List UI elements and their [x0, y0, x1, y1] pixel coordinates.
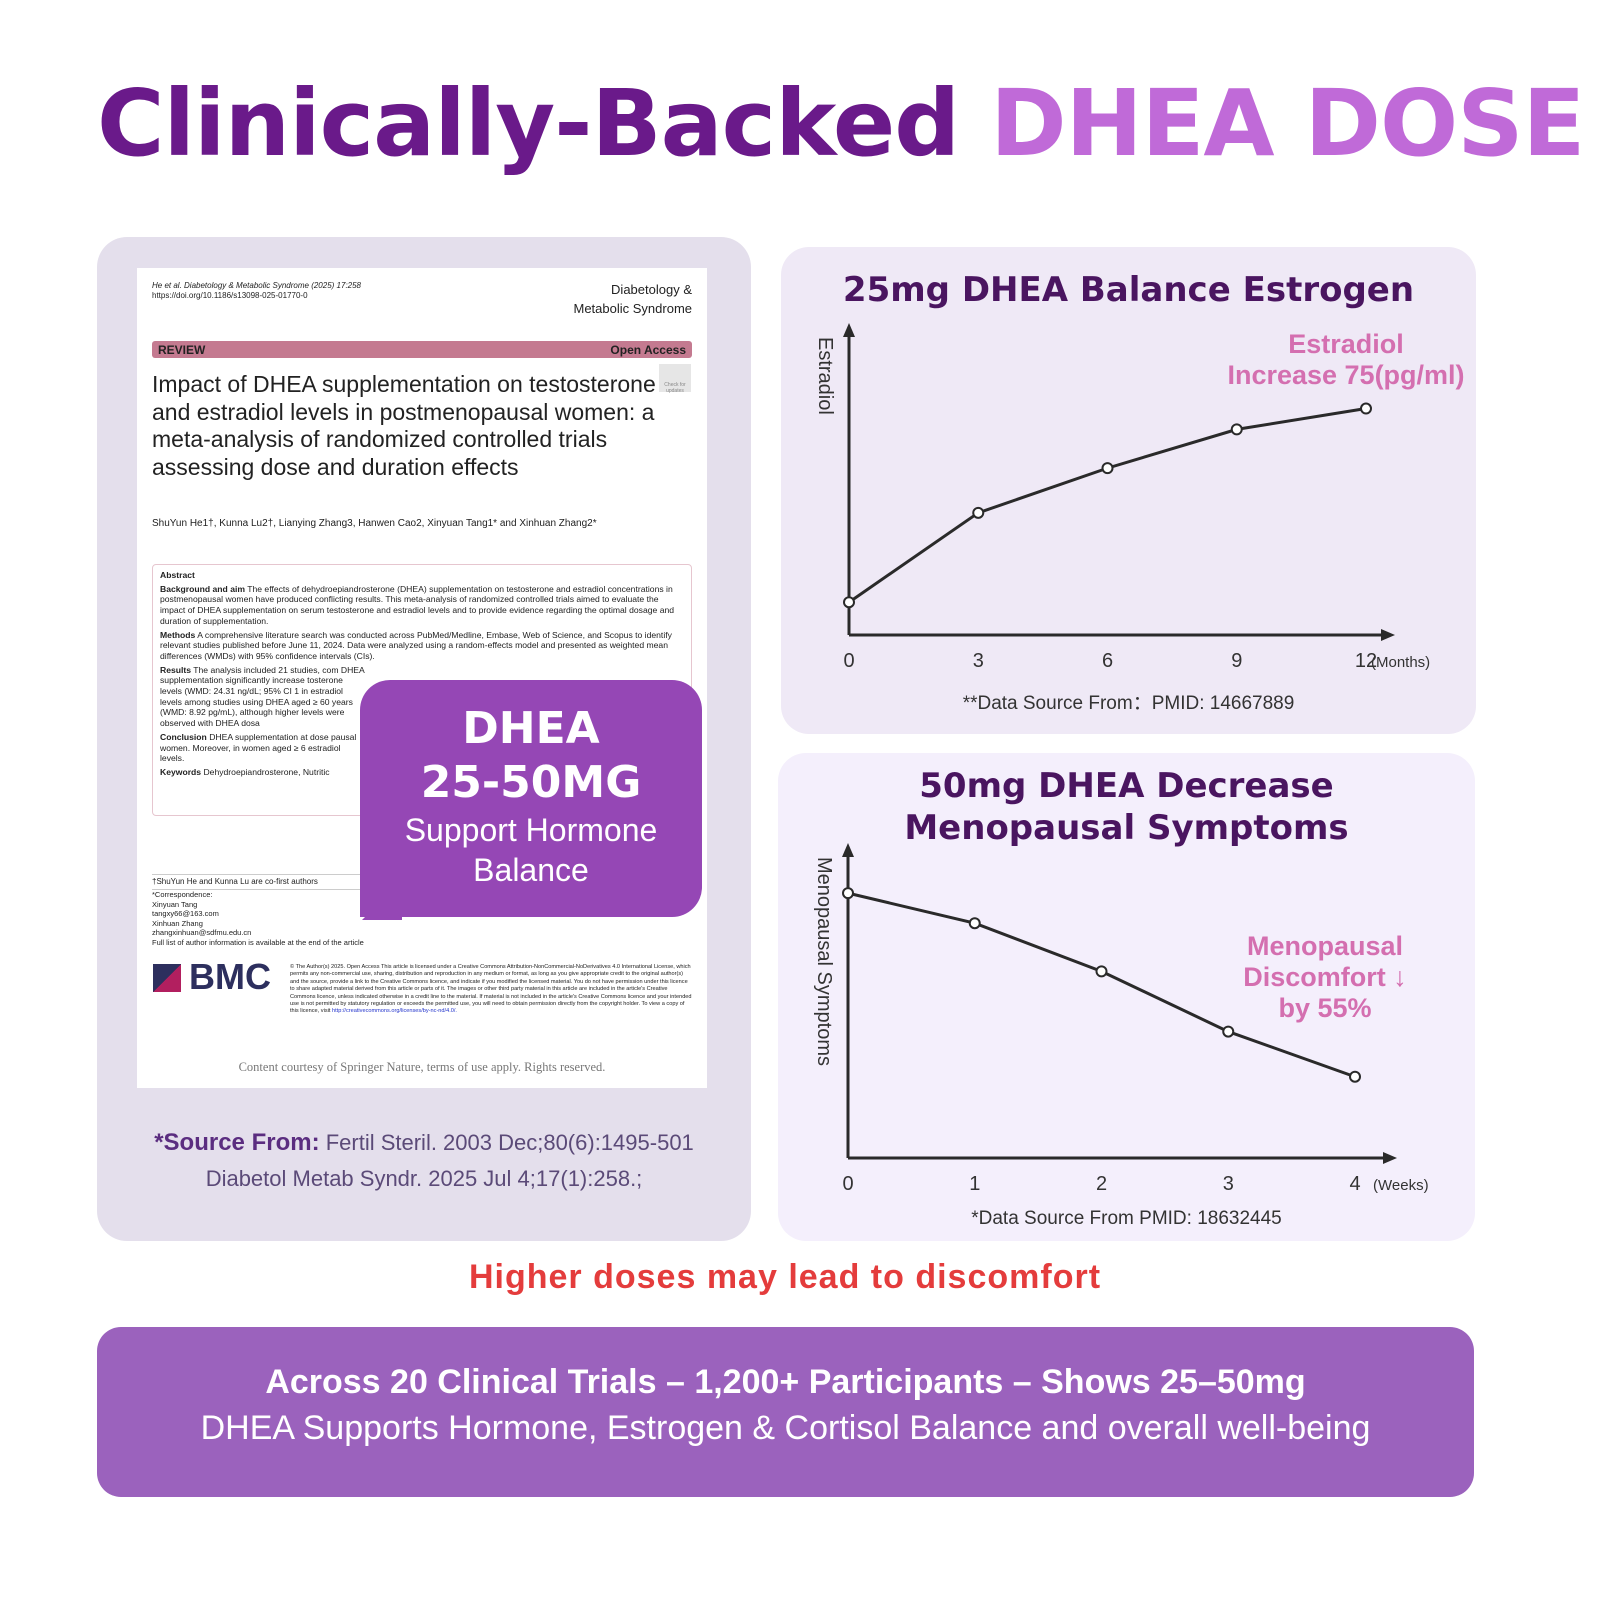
bmc-logo-icon	[153, 964, 181, 992]
full-list-note: Full list of author information is avail…	[152, 937, 364, 947]
background-label: Background and aim	[160, 583, 245, 594]
open-access-label: Open Access	[610, 342, 686, 357]
x-tick-label: 2	[1096, 1173, 1107, 1195]
x-tick-label: 6	[1102, 650, 1113, 672]
data-point	[1360, 402, 1372, 415]
dose-callout: DHEA 25-50MG Support Hormone Balance	[360, 680, 702, 917]
methods-label: Methods	[160, 629, 196, 640]
chart-source-note: **Data Source From：PMID: 14667889	[962, 693, 1295, 714]
y-axis-arrow-icon	[843, 323, 855, 337]
x-tick-label: 12	[1355, 650, 1377, 672]
annotation-line1: Menopausal	[1246, 931, 1404, 961]
conclusion-text: DHEA supplementation at dose pausal wome…	[160, 731, 357, 764]
keywords-text: Dehydroepiandrosterone, Nutritic	[203, 766, 330, 777]
corr-author-2: Xinhuan Zhang	[152, 918, 203, 928]
review-label: REVIEW	[158, 342, 206, 357]
license-link[interactable]: http://creativecommons.org/licenses/by-n…	[331, 1008, 457, 1015]
source-line2: Diabetol Metab Syndr. 2025 Jul 4;17(1):2…	[205, 1166, 643, 1191]
license-text: © The Author(s) 2025. Open Access This a…	[290, 964, 692, 1032]
chart-title: 50mg DHEA Decrease Menopausal Symptoms	[778, 765, 1475, 849]
y-axis-label: Menopausal Symptoms	[813, 857, 835, 1066]
annotation-line2: Increase 75(pg/ml)	[1227, 360, 1465, 390]
callout-line3: Support Hormone	[404, 812, 658, 848]
corr-email-2: zhangxinhuan@sdfmu.edu.cn	[152, 928, 252, 937]
data-point	[1349, 1070, 1361, 1083]
review-bar: REVIEW Open Access	[152, 341, 692, 358]
chart-title: 25mg DHEA Balance Estrogen	[842, 270, 1415, 310]
methods-text: A comprehensive literature search was co…	[160, 629, 672, 661]
correspondence-label: *Correspondence:	[152, 890, 213, 899]
data-point	[842, 887, 854, 900]
x-axis-arrow-icon	[1383, 1152, 1397, 1164]
data-point	[1222, 1025, 1235, 1038]
x-tick-label: 4	[1349, 1173, 1360, 1195]
paper-authors: ShuYun He1†, Kunna Lu2†, Lianying Zhang3…	[152, 518, 597, 529]
symptoms-chart: 0 1 2 3 4 (Weeks) Menopausal Symptoms	[813, 843, 1429, 1195]
chart-annotation: Menopausal Discomfort ↓ by 55%	[1230, 931, 1420, 1024]
x-axis-arrow-icon	[1381, 629, 1395, 641]
chart-title-line1: 50mg DHEA Decrease	[919, 766, 1334, 806]
paper-preview: He et al. Diabetology & Metabolic Syndro…	[137, 268, 707, 1088]
callout-line1: DHEA	[462, 703, 600, 754]
courtesy-note: Content courtesy of Springer Nature, ter…	[238, 1060, 606, 1074]
abstract-heading: Abstract	[160, 570, 195, 580]
annotation-line3: by 55%	[1278, 993, 1372, 1023]
paper-abstract: Abstract Background and aim The effects …	[152, 564, 692, 816]
data-point	[1095, 965, 1108, 978]
annotation-line1: Estradiol	[1288, 329, 1404, 359]
x-tick-label: 3	[1223, 1173, 1234, 1195]
x-tick-label: 1	[969, 1173, 980, 1195]
x-axis-label: (Months)	[1371, 654, 1430, 671]
chart-source-note: *Data Source From PMID: 18632445	[971, 1208, 1282, 1229]
journal-name-2: Metabolic Syndrome	[573, 301, 693, 316]
results-label: Results	[160, 664, 192, 675]
page-title: Clinically-Backed DHEA DOSE	[97, 70, 1585, 177]
series-line	[847, 891, 1356, 1079]
estradiol-chart-card: 25mg DHEA Balance Estrogen Estradiol Incr…	[781, 247, 1476, 734]
data-point	[1101, 462, 1114, 475]
data-point	[843, 596, 855, 609]
callout-dose: 25-50MG	[420, 757, 642, 808]
corr-author-1: Xinyuan Tang	[152, 899, 198, 909]
estradiol-chart: 0 3 6 9 12(Months) Estradiol	[814, 323, 1430, 672]
data-point	[968, 917, 981, 930]
corr-email-1: tangxy66@163.com	[152, 909, 219, 918]
x-tick-label: 9	[1231, 650, 1242, 672]
bmc-logo: BMC	[189, 956, 271, 997]
y-axis-arrow-icon	[842, 843, 854, 857]
chart-title-line2: Menopausal Symptoms	[904, 808, 1349, 848]
dose-warning: Higher doses may lead to discomfort	[468, 1258, 1102, 1296]
x-axis-label: (Weeks)	[1373, 1177, 1429, 1194]
x-tick-label: 3	[973, 650, 984, 672]
banner-line1: Across 20 Clinical Trials – 1,200+ Parti…	[265, 1363, 1306, 1401]
keywords-label: Keywords	[160, 766, 202, 777]
symptoms-chart-card: 50mg DHEA Decrease Menopausal Symptoms Me…	[778, 753, 1475, 1241]
chart-annotation: Estradiol Increase 75(pg/ml)	[1211, 329, 1481, 391]
paper-doi: https://doi.org/10.1186/s13098-025-01770…	[152, 291, 308, 300]
data-point	[972, 506, 985, 519]
paper-title: Impact of DHEA supplementation on testos…	[152, 371, 656, 480]
source-citations: *Source From: Fertil Steril. 2003 Dec;80…	[97, 1125, 751, 1197]
banner-line2: DHEA Supports Hormone, Estrogen & Cortis…	[200, 1409, 1371, 1447]
background-text: The effects of dehydroepiandrosterone (D…	[160, 583, 675, 626]
co-first-note: †ShuYun He and Kunna Lu are co-first aut…	[152, 874, 372, 890]
results-text: The analysis included 21 studies, com DH…	[160, 664, 365, 729]
y-axis-label: Estradiol	[814, 337, 836, 415]
x-tick-label: 0	[843, 650, 854, 672]
data-point	[1230, 423, 1243, 436]
summary-banner: Across 20 Clinical Trials – 1,200+ Parti…	[97, 1327, 1474, 1497]
source-label: *Source From:	[154, 1129, 320, 1156]
source-line1: Fertil Steril. 2003 Dec;80(6):1495-501	[325, 1130, 694, 1155]
series-line	[848, 407, 1367, 604]
conclusion-label: Conclusion	[160, 731, 207, 742]
license-body: © The Author(s) 2025. Open Access This a…	[290, 964, 692, 1015]
callout-line4: Balance	[473, 852, 589, 888]
x-tick-label: 0	[842, 1173, 853, 1195]
journal-name: Diabetology &	[611, 282, 692, 297]
check-updates-badge: Check for updates	[659, 364, 691, 394]
paper-citation: He et al. Diabetology & Metabolic Syndro…	[152, 281, 362, 290]
annotation-line2: Discomfort ↓	[1243, 962, 1407, 992]
